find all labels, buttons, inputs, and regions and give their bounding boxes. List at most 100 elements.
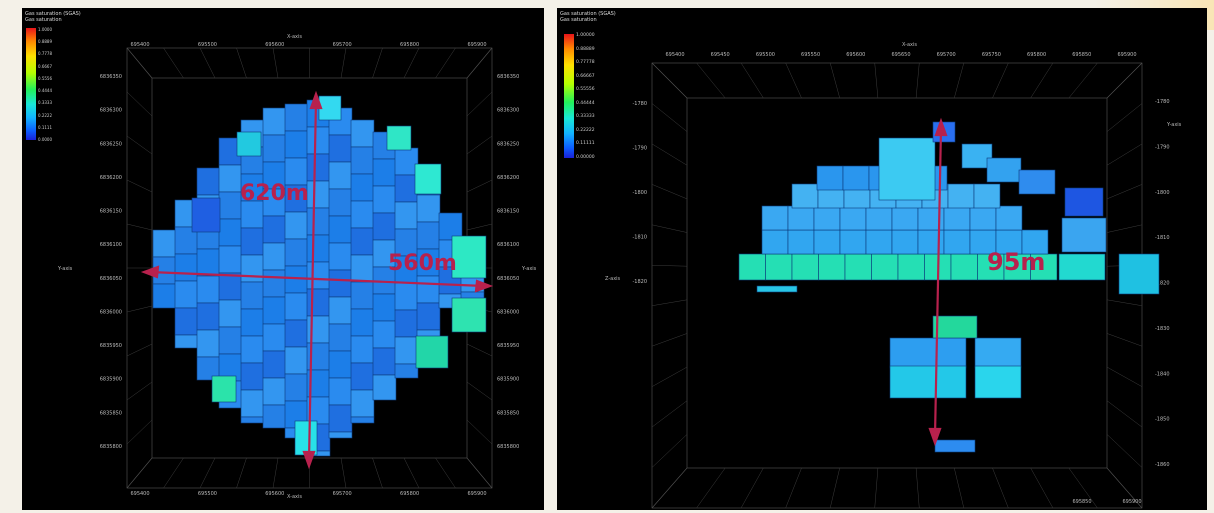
right-right-tick-label: -1830 — [1155, 326, 1170, 332]
grid-cell — [328, 134, 353, 163]
grid-cell — [416, 194, 441, 223]
grid-cell — [328, 350, 353, 379]
left-grid-cells — [152, 95, 487, 457]
right-colorbar-labels: 1.00000 0.88889 0.77778 0.66667 0.55556 0.444… — [576, 33, 595, 160]
highlight-cell — [451, 235, 487, 279]
base-row-cell — [897, 253, 925, 281]
right-colorbar-label: 0.00000 — [576, 154, 595, 160]
left-left-tick-label: 6836350 — [100, 74, 122, 80]
grid-cell — [240, 281, 265, 310]
right-dimension-arrow — [928, 117, 948, 447]
left-left-tick-label: 6836150 — [100, 209, 122, 215]
grid-cell — [328, 377, 353, 406]
lower-cell — [889, 365, 967, 399]
left-left-tick-label: 6835850 — [100, 410, 122, 416]
grid-cell — [218, 245, 243, 274]
right-right-ticks: -1780 -1790 -1800 -1810 -1820 -1830 -1840 -1850… — [1155, 99, 1170, 468]
left-right-tick-label: 6836200 — [497, 175, 519, 181]
left-top-tick-label: 695400 — [130, 42, 149, 48]
grid-cell — [284, 346, 309, 375]
grid-cell — [262, 269, 287, 298]
right-top-tick-label: 695900 — [1117, 52, 1136, 58]
grid-cell — [416, 302, 441, 331]
right-3d-view[interactable]: Gas saturation (SGAS) Gas saturation 1.0… — [557, 8, 1207, 510]
grid-cell — [262, 242, 287, 271]
grid-cell — [328, 215, 353, 244]
grid-cell — [262, 404, 287, 429]
right-top-tick-label: 695700 — [937, 52, 956, 58]
right-legend-title-text: Gas saturation (SGAS) — [560, 11, 616, 17]
right-right-tick-label: -1840 — [1155, 371, 1170, 377]
right-top-tick-label: 695400 — [665, 52, 684, 58]
stacked-cell — [995, 205, 1023, 231]
left-colorbar-label: 0.1111 — [38, 124, 52, 130]
right-top-tick-label: 695600 — [846, 52, 865, 58]
right-colorbar-label: 0.33333 — [576, 114, 595, 120]
grid-cell — [196, 329, 221, 358]
grid-cell — [394, 363, 419, 379]
lower-cell — [889, 337, 967, 369]
grid-cell — [350, 281, 375, 310]
grid-cell — [174, 307, 199, 336]
left-vertical-dimension: 620m — [240, 181, 309, 206]
grid-cell — [196, 302, 221, 331]
left-legend-subtitle: Gas saturation — [25, 17, 62, 23]
base-row-cell — [950, 253, 978, 281]
grid-cell — [196, 167, 221, 196]
right-z-axis-label: Z-axis — [605, 276, 621, 282]
top-block — [1061, 217, 1107, 253]
base-row-cell — [738, 253, 766, 281]
left-3d-view[interactable]: Gas saturation (SGAS) Gas saturation 1.0… — [22, 8, 544, 510]
left-right-tick-label: 6836350 — [497, 74, 519, 80]
grid-cell — [262, 134, 287, 163]
right-colorbar — [564, 34, 574, 158]
grid-cell — [174, 280, 199, 309]
right-right-tick-label: -1860 — [1155, 462, 1170, 468]
grid-cell — [240, 254, 265, 283]
stacked-cell — [995, 229, 1023, 255]
left-bottom-tick-label: 695600 — [265, 491, 284, 497]
grid-cell — [240, 308, 265, 337]
right-top-tick-label: 695850 — [1072, 52, 1091, 58]
left-right-tick-label: 6836100 — [497, 242, 519, 248]
base-row-cell — [1118, 253, 1160, 295]
left-colorbar-label: 0.8889 — [38, 39, 52, 45]
grid-cell — [394, 201, 419, 230]
left-bottom-tick-label: 695900 — [467, 491, 486, 497]
lower-cell — [974, 365, 1022, 399]
grid-cell — [306, 153, 331, 182]
grid-cell — [372, 185, 397, 214]
right-legend-title: Gas saturation (SGAS) Gas saturation — [560, 11, 616, 23]
stacked-cell — [943, 229, 971, 255]
right-top-ticks: 695400 695450 695500 695550 695600 695650 6957… — [665, 52, 1136, 58]
grid-cell — [240, 335, 265, 364]
right-vertical-dimension: 95m — [987, 248, 1045, 276]
right-left-tick-label: -1780 — [632, 101, 647, 107]
right-grid-cells — [738, 121, 1160, 453]
grid-cell — [372, 320, 397, 349]
stacked-cell — [787, 229, 815, 255]
left-bottom-ticks: 695400 695500 695600 695700 695800 695900 — [130, 491, 486, 497]
left-top-tick-label: 695800 — [400, 42, 419, 48]
grid-cell — [284, 103, 309, 132]
grid-cell — [328, 161, 353, 190]
right-top-tick-label: 695750 — [982, 52, 1001, 58]
grid-cell — [152, 283, 177, 309]
left-bottom-tick-label: 695500 — [198, 491, 217, 497]
highlight-cell — [191, 197, 221, 233]
grid-cell — [328, 296, 353, 325]
left-right-tick-label: 6836300 — [497, 108, 519, 114]
left-colorbar-label: 0.2222 — [38, 112, 52, 118]
right-left-ticks: -1780 -1790 -1800 -1810 -1820 — [632, 101, 647, 285]
right-grid — [651, 62, 1143, 509]
stacked-cell — [943, 205, 971, 231]
right-colorbar-label: 0.22222 — [576, 127, 595, 133]
grid-cell — [394, 174, 419, 203]
grid-cell — [350, 119, 375, 148]
grid-cell — [328, 188, 353, 217]
grid-cell — [262, 107, 287, 136]
left-top-tick-label: 695900 — [467, 42, 486, 48]
grid-cell — [372, 374, 397, 401]
grid-cell — [284, 238, 309, 267]
right-right-tick-label: -1810 — [1155, 235, 1170, 241]
